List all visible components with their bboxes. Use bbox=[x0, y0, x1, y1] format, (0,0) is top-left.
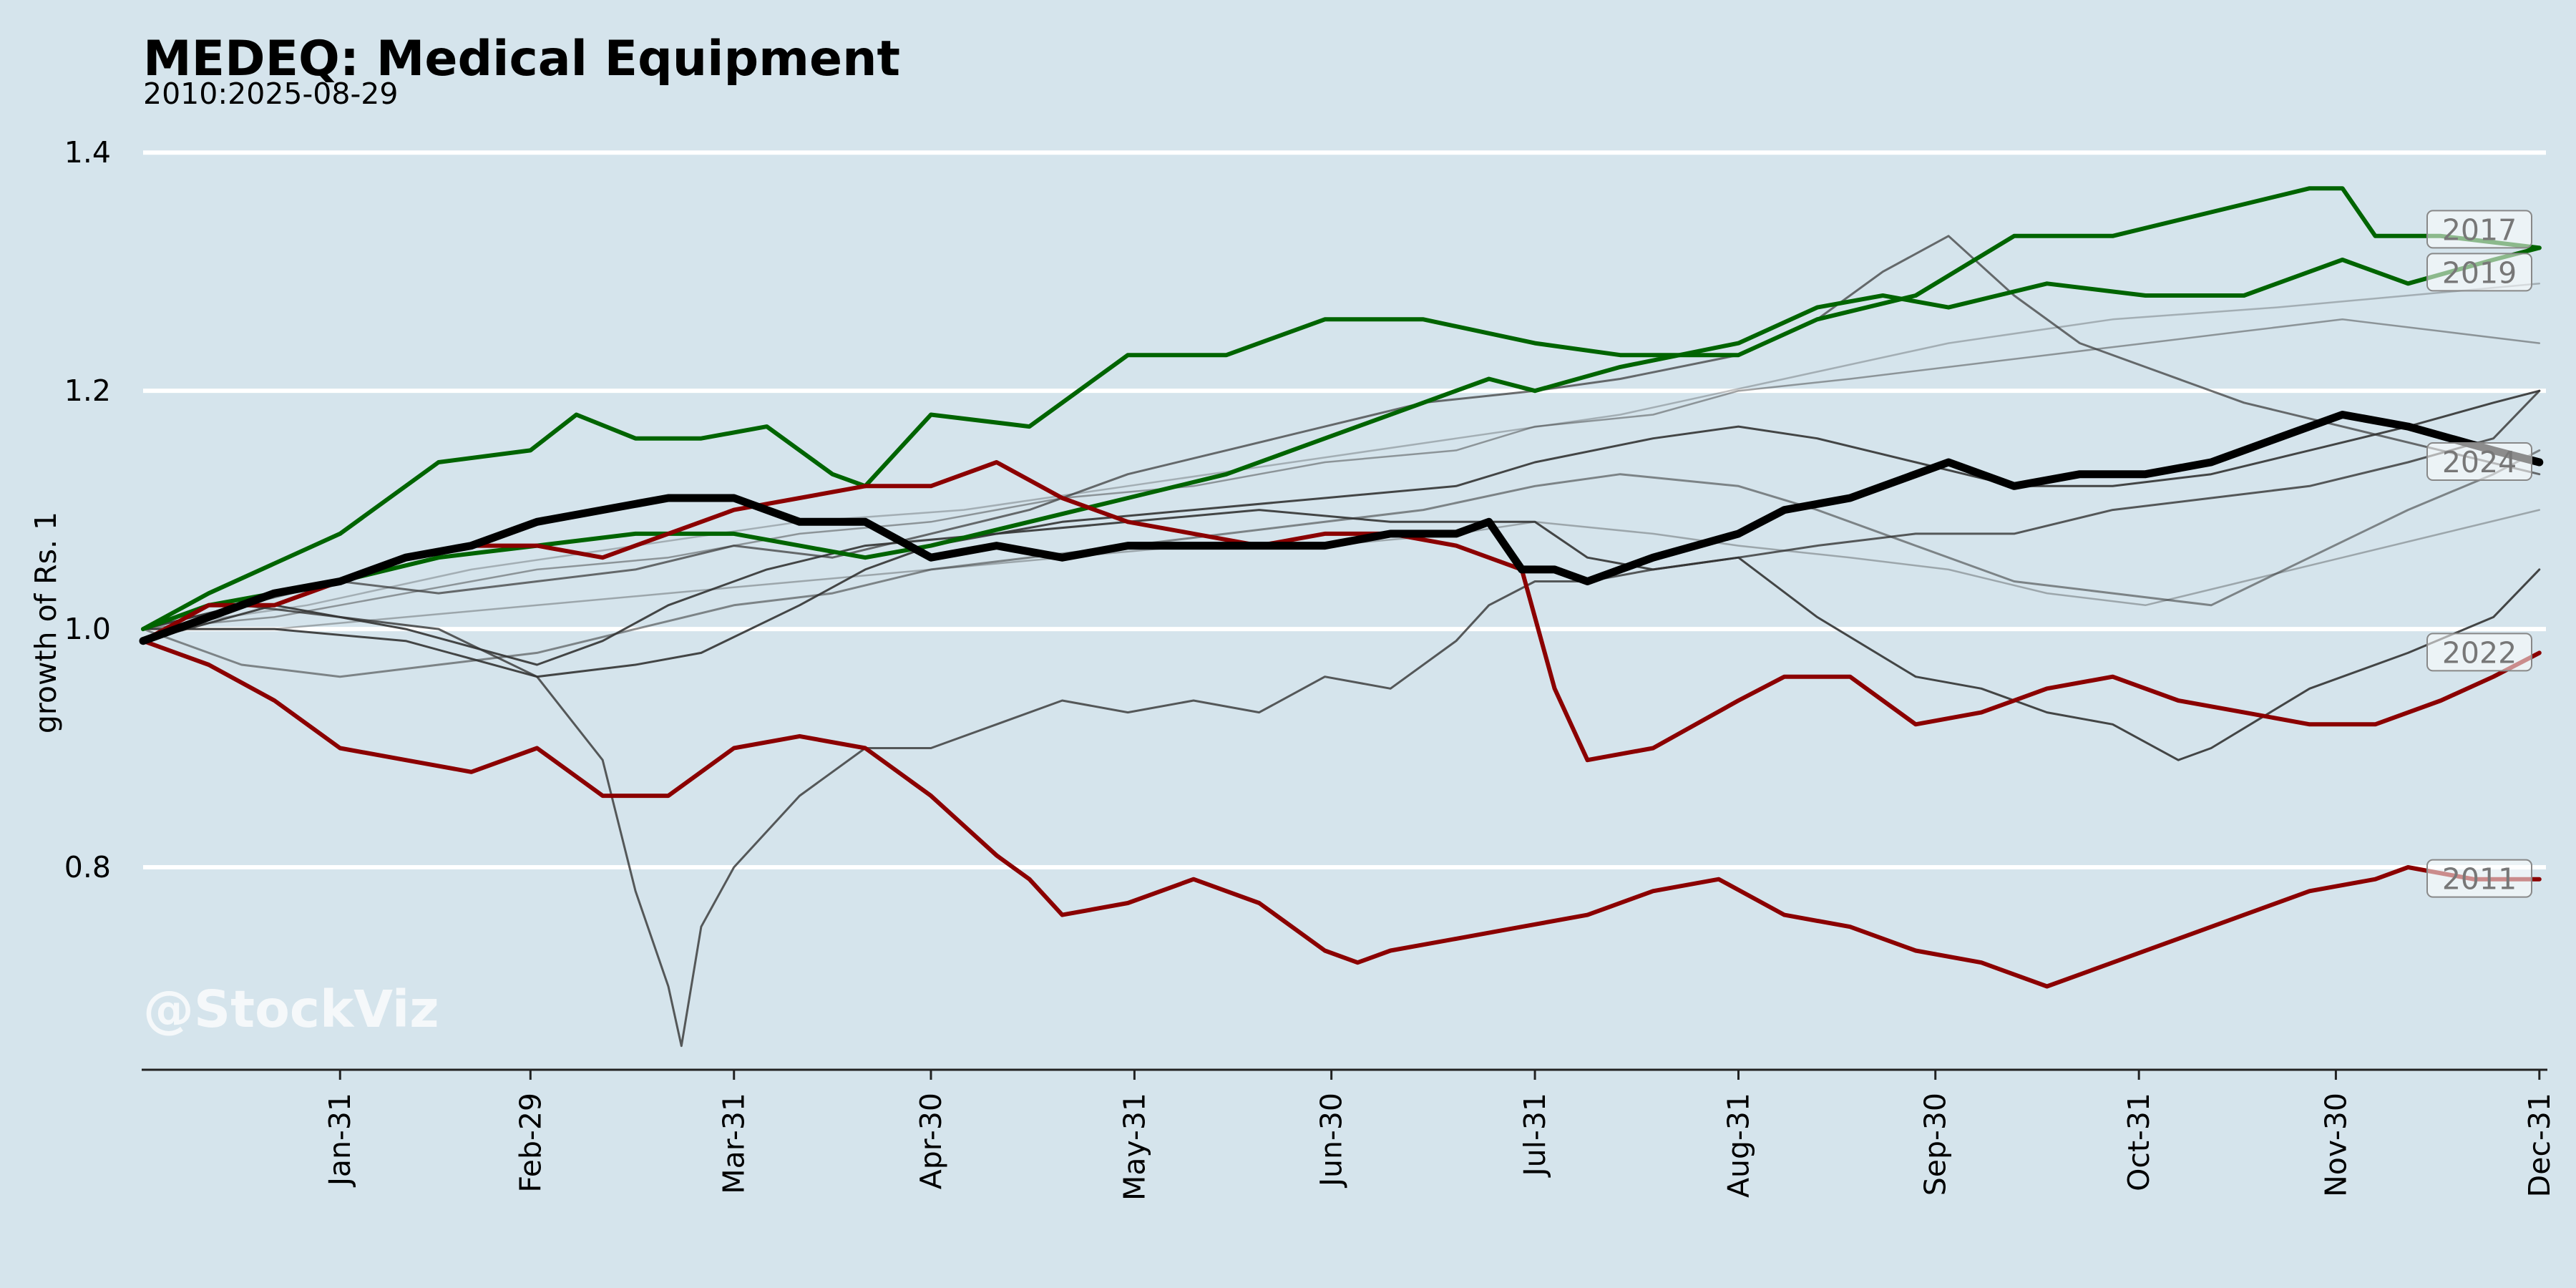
year-label-2011: 2011 bbox=[2426, 859, 2532, 898]
x-tick-label: Aug-31 bbox=[1721, 1093, 1755, 1198]
x-tick-label: Feb-29 bbox=[513, 1093, 547, 1193]
year-label-2017: 2017 bbox=[2426, 210, 2532, 249]
series-layer bbox=[139, 186, 2544, 1048]
year-label-text: 2017 bbox=[2442, 213, 2517, 247]
series-line bbox=[142, 389, 2541, 678]
series-line-2019 bbox=[141, 245, 2542, 632]
x-tick-label: Dec-31 bbox=[2522, 1093, 2557, 1197]
x-tick-label: Apr-30 bbox=[914, 1093, 948, 1189]
year-label-2024: 2024 bbox=[2426, 442, 2532, 482]
y-tick-label: 1.0 bbox=[64, 612, 111, 646]
x-tick-label: Jan-31 bbox=[323, 1093, 357, 1188]
year-label-2019: 2019 bbox=[2426, 253, 2532, 292]
y-axis-ticks: 0.8 1.0 1.2 1.4 bbox=[64, 135, 111, 884]
x-axis-ticks: Jan-31 Feb-29 Mar-31 Apr-30 May-31 Jun-30 Jul-… bbox=[323, 1070, 2557, 1201]
year-label-text: 2022 bbox=[2442, 635, 2517, 670]
x-tick-label: Sep-30 bbox=[1918, 1093, 1953, 1196]
y-tick-label: 1.2 bbox=[64, 374, 111, 408]
y-tick-label: 1.4 bbox=[64, 135, 111, 170]
series-line-2011 bbox=[141, 638, 2542, 989]
series-line bbox=[142, 389, 2541, 1048]
chart-title: MEDEQ: Medical Equipment bbox=[143, 31, 900, 87]
year-label-text: 2024 bbox=[2442, 445, 2517, 479]
year-label-text: 2011 bbox=[2442, 862, 2517, 897]
grid-layer bbox=[143, 150, 2546, 870]
x-tick-label: Jul-31 bbox=[1518, 1093, 1552, 1178]
x-tick-label: Nov-30 bbox=[2318, 1093, 2353, 1197]
y-tick-label: 0.8 bbox=[64, 850, 111, 884]
x-tick-label: May-31 bbox=[1117, 1093, 1151, 1201]
series-line-2017 bbox=[141, 186, 2542, 632]
year-label-layer: 2017 2019 2024 2011 2022 bbox=[2426, 210, 2532, 898]
year-label-2022: 2022 bbox=[2426, 633, 2532, 672]
x-tick-label: Oct-31 bbox=[2122, 1093, 2156, 1191]
x-tick-label: Jun-30 bbox=[1314, 1093, 1349, 1189]
y-axis-label: growth of Rs. 1 bbox=[29, 512, 63, 733]
x-tick-label: Mar-31 bbox=[717, 1093, 751, 1194]
chart-subtitle: 2010:2025-08-29 bbox=[143, 77, 398, 111]
watermark: @StockViz bbox=[143, 980, 439, 1039]
series-line-2024 bbox=[139, 411, 2544, 645]
series-line bbox=[142, 449, 2541, 678]
year-label-text: 2019 bbox=[2442, 255, 2517, 290]
series-line bbox=[142, 318, 2541, 630]
series-line bbox=[142, 509, 2541, 761]
series-line bbox=[142, 283, 2541, 630]
